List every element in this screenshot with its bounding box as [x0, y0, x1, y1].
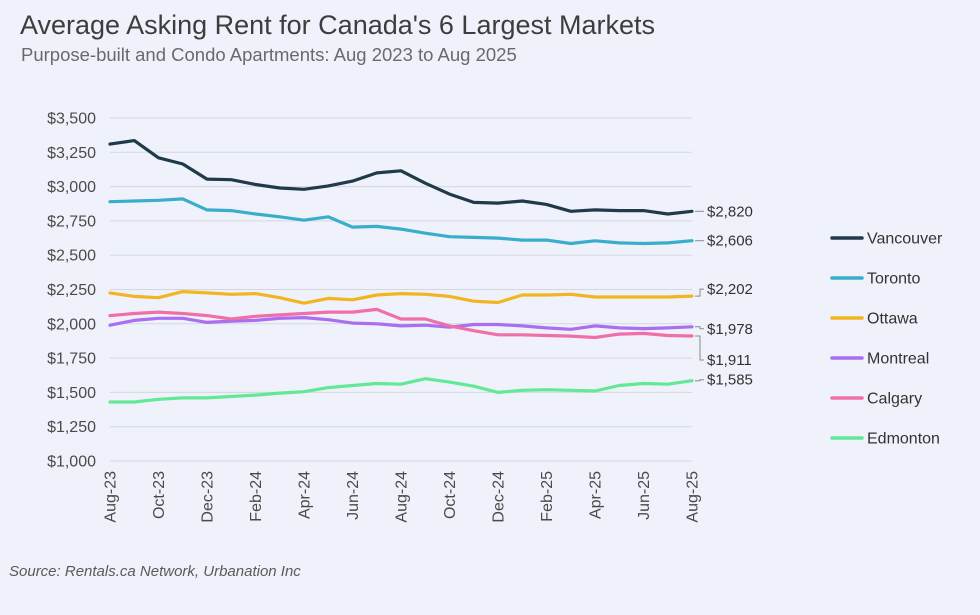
legend: Vancouver Toronto Ottawa Montreal Calgary Edm… — [830, 231, 943, 448]
y-tick-label: $3,500 — [47, 111, 96, 128]
series-line-vancouver — [108, 139, 694, 216]
y-tick-label: $2,750 — [47, 213, 96, 230]
y-tick-label: $1,500 — [47, 385, 96, 402]
end-label-leader — [695, 326, 704, 330]
y-tick-label: $1,000 — [47, 454, 96, 471]
x-tick-label: Aug-24 — [394, 471, 411, 523]
end-label-edmonton: $1,585 — [707, 372, 753, 389]
end-label-ottawa: $2,202 — [707, 281, 753, 298]
series-lines — [108, 139, 694, 404]
chart-title: Average Asking Rent for Canada's 6 Large… — [20, 10, 656, 40]
x-tick-label: Aug-23 — [103, 471, 120, 523]
end-label-vancouver: $2,820 — [707, 203, 753, 220]
y-tick-label: $1,250 — [47, 419, 96, 436]
end-label-calgary: $1,911 — [707, 352, 752, 369]
x-tick-label: Dec-24 — [491, 471, 508, 523]
y-tick-label: $2,000 — [47, 316, 96, 333]
series-line-ottawa — [108, 290, 694, 305]
series-line-toronto — [108, 197, 694, 246]
end-label-toronto: $2,606 — [707, 233, 753, 250]
y-tick-label: $2,250 — [47, 282, 96, 299]
series-line-montreal — [108, 316, 694, 331]
x-tick-label: Oct-23 — [151, 471, 168, 519]
x-tick-label: Apr-24 — [297, 471, 314, 519]
y-tick-label: $1,750 — [47, 351, 96, 368]
series-line-edmonton — [108, 377, 694, 404]
gridlines — [110, 117, 692, 462]
x-tick-label: Dec-23 — [200, 471, 217, 523]
end-label-leader — [695, 335, 704, 361]
legend-label-toronto: Toronto — [867, 271, 920, 288]
x-tick-label: Oct-24 — [442, 471, 459, 519]
x-tick-label: Feb-25 — [539, 471, 556, 522]
y-axis: $1,000 $1,250 $1,500 $1,750 $2,000 $2,250 $2,5… — [47, 111, 96, 471]
end-labels: $2,820 $2,606 $2,202 $1,978 $1,911 $1,585 — [695, 203, 753, 389]
y-tick-label: $3,250 — [47, 145, 96, 162]
x-tick-label: Jun-24 — [345, 471, 362, 520]
source-note: Source: Rentals.ca Network, Urbanation I… — [9, 563, 301, 580]
chart-subtitle: Purpose-built and Condo Apartments: Aug … — [21, 44, 517, 65]
x-tick-label: Feb-24 — [248, 471, 265, 522]
y-tick-label: $3,000 — [47, 179, 96, 196]
x-tick-label: Jun-25 — [636, 471, 653, 520]
x-tick-label: Aug-25 — [685, 471, 702, 523]
end-label-leader — [695, 288, 704, 297]
legend-label-ottawa: Ottawa — [867, 311, 918, 328]
end-label-leader — [695, 379, 704, 382]
y-tick-label: $2,500 — [47, 248, 96, 265]
legend-label-calgary: Calgary — [867, 391, 922, 408]
series-line-calgary — [108, 307, 694, 340]
x-tick-label: Apr-25 — [588, 471, 605, 519]
legend-label-edmonton: Edmonton — [867, 431, 940, 448]
legend-label-montreal: Montreal — [867, 351, 929, 368]
line-chart: $1,000 $1,250 $1,500 $1,750 $2,000 $2,250 $2,5… — [47, 111, 943, 523]
end-label-montreal: $1,978 — [707, 321, 753, 338]
x-axis: Aug-23 Oct-23 Dec-23 Feb-24 Apr-24 Jun-24 Aug-… — [103, 471, 702, 523]
legend-label-vancouver: Vancouver — [867, 231, 943, 248]
